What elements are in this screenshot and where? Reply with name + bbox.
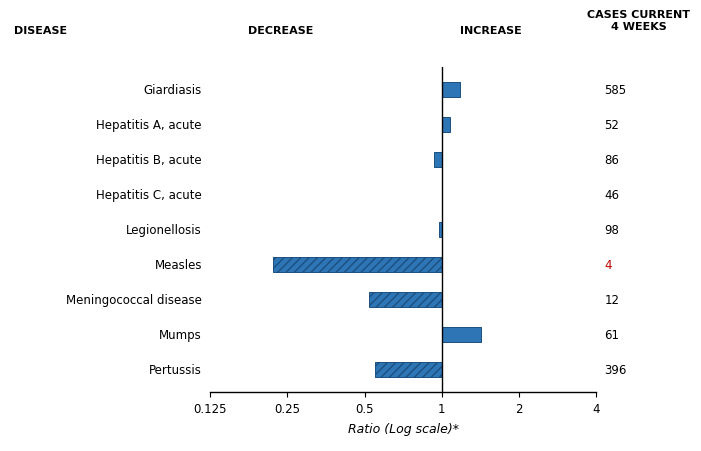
Text: Legionellosis: Legionellosis bbox=[126, 224, 202, 236]
Text: 98: 98 bbox=[604, 224, 619, 236]
Bar bbox=[273, 257, 442, 273]
Text: Hepatitis B, acute: Hepatitis B, acute bbox=[96, 154, 202, 167]
Text: DISEASE: DISEASE bbox=[14, 26, 67, 36]
Text: CASES CURRENT
4 WEEKS: CASES CURRENT 4 WEEKS bbox=[587, 10, 690, 32]
Bar bbox=[442, 327, 481, 343]
Text: INCREASE: INCREASE bbox=[460, 26, 522, 36]
Text: Giardiasis: Giardiasis bbox=[144, 84, 202, 97]
Text: 61: 61 bbox=[604, 328, 619, 341]
Text: Hepatitis A, acute: Hepatitis A, acute bbox=[97, 119, 202, 132]
Text: Mumps: Mumps bbox=[159, 328, 202, 341]
Bar bbox=[439, 222, 442, 238]
Bar bbox=[442, 117, 450, 133]
Text: 12: 12 bbox=[604, 293, 619, 306]
Bar bbox=[375, 362, 442, 377]
Text: Hepatitis C, acute: Hepatitis C, acute bbox=[96, 189, 202, 202]
Text: Meningococcal disease: Meningococcal disease bbox=[66, 293, 202, 306]
Text: 46: 46 bbox=[604, 189, 619, 202]
Bar bbox=[442, 83, 460, 98]
Text: 52: 52 bbox=[604, 119, 619, 132]
Text: 585: 585 bbox=[604, 84, 626, 97]
Text: 396: 396 bbox=[604, 363, 627, 376]
X-axis label: Ratio (Log scale)*: Ratio (Log scale)* bbox=[348, 422, 458, 435]
Text: Pertussis: Pertussis bbox=[149, 363, 202, 376]
Bar bbox=[369, 292, 442, 308]
Text: Measles: Measles bbox=[154, 258, 202, 272]
Text: 4: 4 bbox=[604, 258, 612, 272]
Text: 86: 86 bbox=[604, 154, 619, 167]
Text: DECREASE: DECREASE bbox=[247, 26, 313, 36]
Bar bbox=[433, 152, 442, 168]
